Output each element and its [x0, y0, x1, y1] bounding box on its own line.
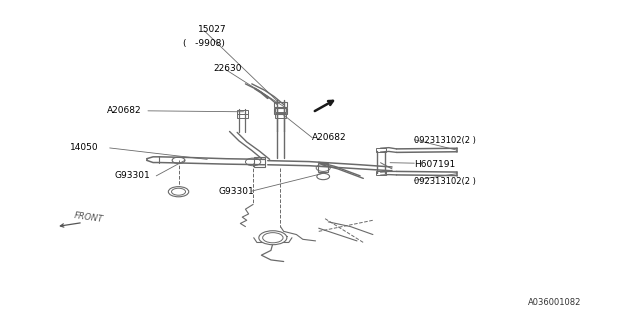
Text: 14050: 14050	[70, 143, 99, 152]
Bar	[274, 108, 287, 114]
Text: 15027: 15027	[198, 25, 227, 35]
Bar	[274, 102, 287, 107]
Text: A20682: A20682	[312, 133, 347, 142]
Text: A20682: A20682	[106, 106, 141, 115]
Bar	[376, 171, 387, 175]
Text: G93301: G93301	[115, 172, 150, 180]
Text: A036001082: A036001082	[528, 298, 581, 307]
Text: FRONT: FRONT	[74, 211, 104, 224]
Text: 092313102(2 ): 092313102(2 )	[414, 136, 476, 146]
Bar	[253, 157, 265, 167]
Text: G93301: G93301	[218, 187, 254, 196]
Circle shape	[259, 231, 287, 245]
Text: (   -9908): ( -9908)	[183, 39, 225, 48]
Text: H607191: H607191	[414, 160, 456, 169]
Bar	[275, 113, 286, 118]
Bar	[376, 148, 387, 152]
Text: 092313102(2 ): 092313102(2 )	[414, 177, 476, 186]
Bar	[237, 109, 248, 114]
Bar	[237, 114, 248, 118]
Text: 22630: 22630	[213, 63, 241, 73]
Bar	[275, 108, 286, 112]
Bar	[318, 164, 328, 172]
Circle shape	[168, 187, 189, 197]
